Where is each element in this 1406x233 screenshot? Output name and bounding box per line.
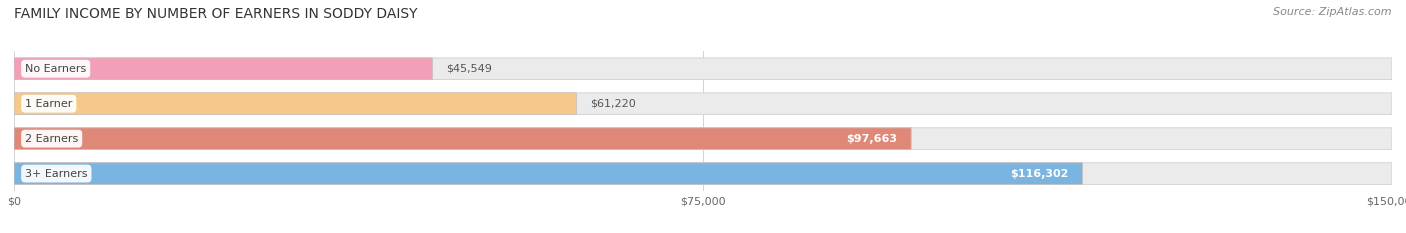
Text: $116,302: $116,302 xyxy=(1011,169,1069,178)
Text: 1 Earner: 1 Earner xyxy=(25,99,73,109)
Text: 2 Earners: 2 Earners xyxy=(25,134,79,144)
Text: Source: ZipAtlas.com: Source: ZipAtlas.com xyxy=(1274,7,1392,17)
FancyBboxPatch shape xyxy=(14,93,1392,115)
FancyBboxPatch shape xyxy=(14,128,1392,150)
FancyBboxPatch shape xyxy=(14,58,433,80)
Text: $45,549: $45,549 xyxy=(446,64,492,74)
Text: 3+ Earners: 3+ Earners xyxy=(25,169,87,178)
FancyBboxPatch shape xyxy=(14,163,1083,185)
Text: FAMILY INCOME BY NUMBER OF EARNERS IN SODDY DAISY: FAMILY INCOME BY NUMBER OF EARNERS IN SO… xyxy=(14,7,418,21)
Text: $97,663: $97,663 xyxy=(846,134,897,144)
FancyBboxPatch shape xyxy=(14,93,576,115)
Text: No Earners: No Earners xyxy=(25,64,86,74)
Text: $61,220: $61,220 xyxy=(591,99,636,109)
FancyBboxPatch shape xyxy=(14,163,1392,185)
FancyBboxPatch shape xyxy=(14,58,1392,80)
FancyBboxPatch shape xyxy=(14,128,911,150)
